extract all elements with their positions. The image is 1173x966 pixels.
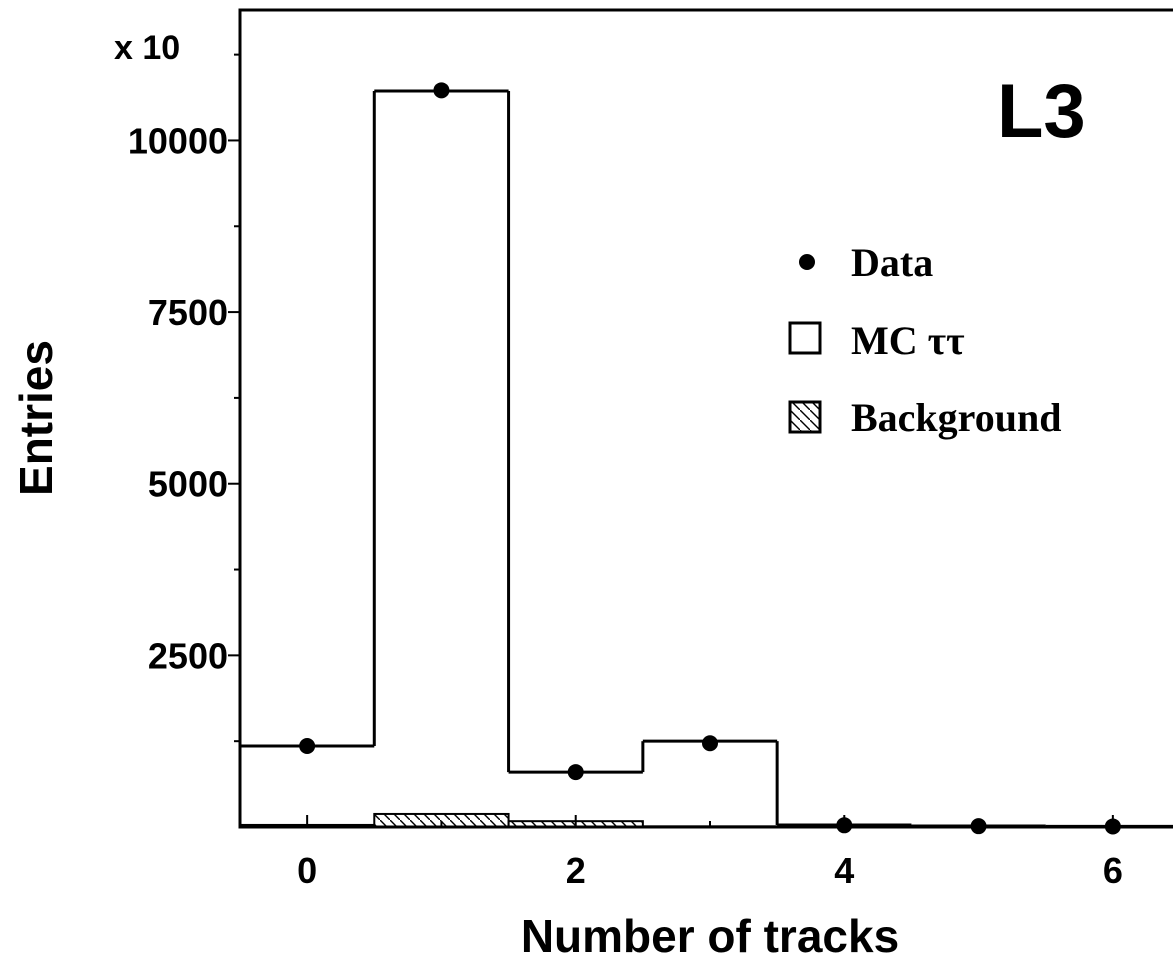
background-histogram: [239, 812, 913, 829]
data-points: [299, 82, 1121, 835]
x-tick-label: 4: [834, 850, 854, 891]
background-bar: [239, 823, 376, 828]
y-tick-label: 10000: [128, 120, 228, 161]
mc-tautau-histogram: [240, 89, 1173, 828]
y-tick-label: 7500: [148, 292, 228, 333]
background-bar: [507, 820, 644, 829]
legend-data-marker: [799, 254, 815, 270]
data-point: [299, 737, 316, 754]
y-axis-ticks: 2500 5000 7500 10000: [128, 53, 240, 743]
data-point: [970, 818, 987, 835]
legend-mc-marker: [788, 321, 822, 355]
y-axis-title: Entries: [10, 340, 62, 496]
legend-background-marker: [788, 400, 822, 434]
experiment-label: L3: [997, 69, 1086, 154]
background-bar: [641, 825, 779, 828]
background-bar: [373, 812, 510, 828]
legend-mc-label: MC ττ: [851, 318, 965, 363]
x-tick-label: 2: [566, 850, 586, 891]
y-multiplier-label: x 10: [114, 29, 180, 67]
y-tick-label: 5000: [148, 464, 228, 505]
x-axis-title: Number of tracks: [521, 910, 899, 962]
x-tick-label: 6: [1103, 850, 1123, 891]
legend-background-label: Background: [851, 395, 1061, 440]
data-point: [433, 82, 450, 99]
y-tick-label: 2500: [148, 635, 228, 676]
data-point: [567, 764, 584, 781]
data-point: [836, 817, 853, 834]
x-tick-label: 0: [297, 850, 317, 891]
legend: Data MC ττ Background: [788, 240, 1061, 440]
legend-data-label: Data: [851, 240, 933, 285]
data-point: [702, 735, 718, 752]
data-point: [1104, 818, 1121, 835]
